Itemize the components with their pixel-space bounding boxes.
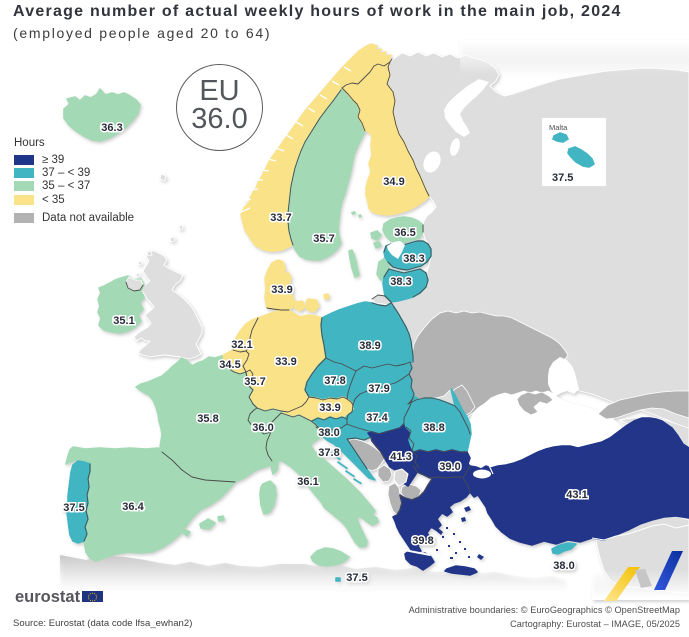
svg-text:35.1: 35.1 xyxy=(113,315,134,327)
svg-text:38.0: 38.0 xyxy=(318,427,339,439)
svg-text:33.9: 33.9 xyxy=(271,284,292,296)
svg-text:34.5: 34.5 xyxy=(219,359,240,371)
svg-text:36.5: 36.5 xyxy=(394,227,415,239)
svg-text:35.7: 35.7 xyxy=(313,233,334,245)
svg-text:38.0: 38.0 xyxy=(553,560,574,572)
svg-text:33.7: 33.7 xyxy=(270,212,291,224)
svg-text:36.4: 36.4 xyxy=(122,501,144,513)
svg-text:41.3: 41.3 xyxy=(390,451,411,463)
svg-text:37.9: 37.9 xyxy=(368,383,389,395)
svg-text:37.5: 37.5 xyxy=(346,572,367,584)
svg-text:36.1: 36.1 xyxy=(297,476,318,488)
svg-text:33.9: 33.9 xyxy=(319,402,340,414)
svg-text:34.9: 34.9 xyxy=(383,176,404,188)
svg-text:36.3: 36.3 xyxy=(101,122,122,134)
svg-text:33.9: 33.9 xyxy=(275,356,296,368)
svg-text:37.8: 37.8 xyxy=(318,447,339,459)
svg-text:35.7: 35.7 xyxy=(244,376,265,388)
svg-text:35.8: 35.8 xyxy=(197,413,218,425)
svg-text:37.8: 37.8 xyxy=(324,375,345,387)
svg-text:38.3: 38.3 xyxy=(390,276,411,288)
svg-text:43.1: 43.1 xyxy=(566,489,587,501)
svg-text:38.8: 38.8 xyxy=(423,422,444,434)
svg-text:32.1: 32.1 xyxy=(231,339,252,351)
svg-text:38.3: 38.3 xyxy=(403,253,424,265)
svg-text:36.0: 36.0 xyxy=(252,422,273,434)
svg-text:39.0: 39.0 xyxy=(439,461,460,473)
svg-text:38.9: 38.9 xyxy=(359,340,380,352)
svg-text:37.5: 37.5 xyxy=(63,502,84,514)
svg-text:39.8: 39.8 xyxy=(412,535,433,547)
svg-text:37.4: 37.4 xyxy=(366,412,388,424)
